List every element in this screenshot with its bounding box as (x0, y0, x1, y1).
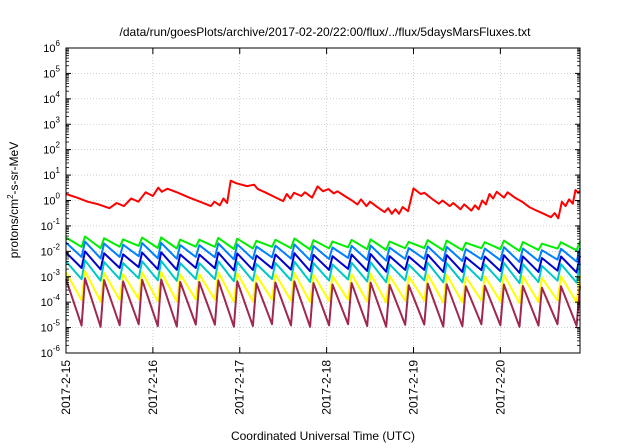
y-tick-label: 105 (43, 64, 60, 80)
chart-title: /data/run/goesPlots/archive/2017-02-20/2… (120, 25, 532, 39)
y-axis-label-units: -s-sr-MeV (7, 142, 21, 195)
x-tick-label: 2017-2-15 (59, 360, 73, 415)
series-line (65, 250, 581, 274)
series-line (65, 240, 581, 263)
y-tick-label: 101 (43, 166, 60, 182)
y-axis-label-main: protons/cm (7, 199, 21, 258)
y-tick-label: 102 (43, 141, 60, 157)
y-axis-ticks: 10-6 10-5 10-4 10-3 10-2 10-1 100 101 102 103 104 1… (41, 39, 580, 360)
y-tick-label: 10-6 (41, 344, 61, 360)
x-tick-label: 2017-2-16 (146, 360, 160, 415)
y-axis-label-superscript: 2 (6, 194, 15, 199)
series-line (65, 259, 581, 285)
series-line (65, 235, 581, 252)
y-axis-label: protons/cm2-s-sr-MeV (6, 142, 21, 258)
x-axis-ticks: 2017-2-15 2017-2-16 2017-2-17 2017-2-18 2017… (59, 48, 507, 415)
y-tick-label: 100 (43, 192, 60, 208)
x-tick-label: 2017-2-20 (493, 360, 507, 415)
y-tick-label: 10-1 (41, 217, 61, 233)
series-line (65, 179, 581, 220)
y-tick-label: 104 (43, 90, 60, 106)
x-axis-label: Coordinated Universal Time (UTC) (231, 429, 415, 443)
x-tick-label: 2017-2-18 (320, 360, 334, 415)
x-tick-label: 2017-2-19 (406, 360, 420, 415)
y-tick-label: 106 (43, 39, 60, 55)
x-tick-label: 2017-2-17 (233, 360, 247, 415)
y-tick-label: 10-3 (41, 268, 61, 284)
y-tick-label: 10-5 (41, 319, 61, 335)
y-tick-label: 10-4 (41, 293, 61, 309)
y-tick-label: 103 (43, 115, 60, 131)
y-tick-label: 10-2 (41, 242, 61, 258)
series-line (65, 277, 581, 328)
series-line (65, 270, 581, 305)
data-series (65, 179, 581, 328)
